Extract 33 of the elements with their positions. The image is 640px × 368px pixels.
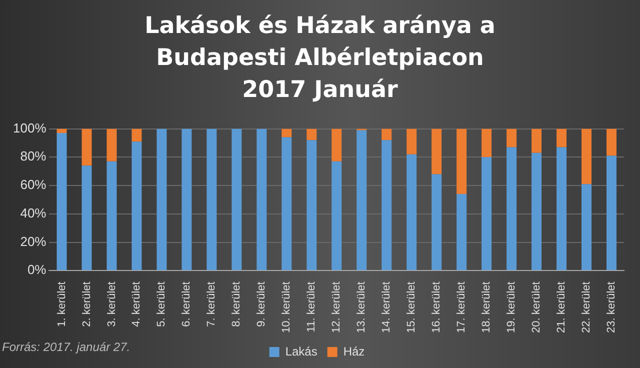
x-tick-label: 16. kerület — [430, 282, 443, 334]
y-tick-label: 60% — [20, 177, 47, 192]
x-tick-label: 15. kerület — [406, 282, 418, 334]
x-tick-label: 8. kerület — [230, 282, 243, 327]
legend-label: Lakás — [285, 344, 318, 358]
x-tick-label: 17. kerület — [456, 282, 468, 334]
x-tick-label: 1. kerület — [56, 282, 68, 327]
x-tick-label: 11. kerület — [306, 282, 318, 332]
y-tick-label: 20% — [20, 234, 47, 249]
x-tick-label: 20. kerület — [530, 282, 543, 334]
x-tick-label: 12. kerület — [330, 282, 343, 334]
x-tick-label: 6. kerület — [180, 282, 193, 327]
y-tick-label: 80% — [20, 148, 47, 164]
text: Forrás: 2017. január 27. — [2, 340, 130, 354]
x-tick-label: 3. kerület — [106, 282, 118, 327]
x-tick-label: 7. kerület — [206, 282, 218, 327]
x-tick-label: 23. kerület — [606, 282, 618, 334]
legend-label: Ház — [343, 344, 365, 358]
x-tick-label: 22. kerület — [580, 282, 593, 334]
x-tick-label: 9. kerület — [256, 282, 268, 327]
x-tick-label: 10. kerület — [280, 282, 293, 334]
x-tick-label: 19. kerület — [506, 282, 518, 334]
x-tick-label: 14. kerület — [380, 282, 393, 334]
x-tick-label: 21. kerület — [556, 282, 568, 334]
y-tick-label: 0% — [27, 262, 47, 278]
x-tick-label: 4. kerület — [130, 282, 143, 327]
x-tick-label: 5. kerület — [156, 282, 168, 327]
chart-title: Lakások és Házak aránya a Budapesti Albérletpiacon 2017 Január — [144, 12, 496, 105]
x-tick-label: 13. kerület — [356, 282, 368, 334]
y-tick-label: 40% — [20, 205, 47, 220]
x-tick-label: 18. kerület — [480, 282, 493, 334]
x-tick-label: 2. kerület — [80, 282, 93, 327]
y-tick-label: 100% — [13, 120, 47, 136]
